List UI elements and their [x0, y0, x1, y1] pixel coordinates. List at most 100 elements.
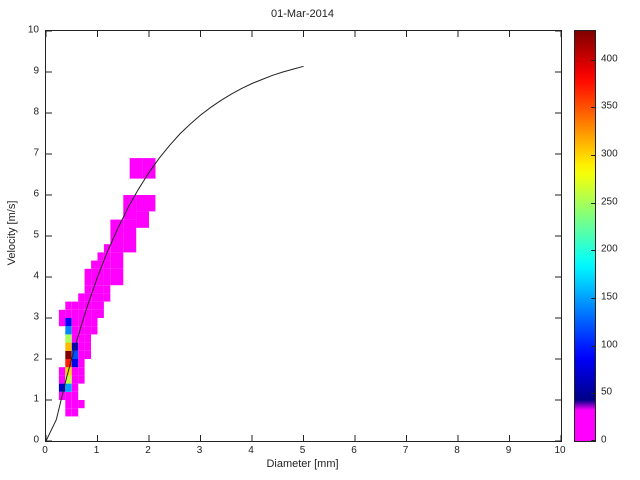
heatmap-cell — [58, 318, 66, 327]
heatmap-cell — [84, 268, 91, 277]
heatmap-cell — [97, 260, 104, 269]
y-tick-label: 5 — [33, 229, 39, 241]
heatmap-cell — [84, 318, 91, 327]
heatmap-cell — [84, 309, 91, 318]
y-tick-label: 1 — [33, 393, 39, 405]
heatmap-cell — [78, 400, 85, 409]
x-tick-label: 7 — [402, 445, 409, 456]
heatmap-cell — [110, 236, 124, 253]
colorbar-tick-label: 350 — [601, 100, 618, 112]
heatmap-cell — [103, 260, 111, 269]
colorbar-tick-label: 400 — [601, 53, 618, 65]
heatmap-cell — [84, 293, 91, 302]
heatmap-cell — [58, 375, 66, 384]
heatmap-cell — [97, 309, 104, 318]
heatmap-cell — [78, 367, 85, 376]
plot-area — [45, 30, 562, 442]
y-tick-label: 7 — [33, 147, 39, 159]
heatmap-cell — [71, 318, 79, 327]
heatmap-cell — [84, 326, 91, 335]
colorbar-tick — [591, 297, 595, 299]
heatmap-cell — [71, 383, 79, 392]
heatmap-cell — [103, 244, 111, 253]
colorbar-tick — [591, 59, 595, 61]
heatmap-cell — [136, 195, 149, 212]
y-tick-label: 3 — [33, 311, 39, 323]
heatmap-cell — [65, 408, 72, 417]
heatmap-cell — [78, 326, 85, 335]
colorbar-tick-label: 150 — [601, 291, 618, 303]
heatmap-cell — [84, 277, 91, 286]
x-tick-label: 1 — [93, 445, 100, 456]
heatmap-cell — [58, 309, 66, 318]
x-tick-label: 3 — [196, 445, 203, 456]
heatmap-cell — [123, 236, 137, 253]
heatmap-cell — [65, 326, 72, 335]
heatmap-cell — [65, 342, 72, 351]
heatmap-cell — [97, 293, 104, 302]
heatmap-cell — [65, 318, 72, 327]
y-tick-label: 6 — [33, 188, 39, 200]
heatmap-cell — [97, 301, 104, 310]
heatmap-cell — [91, 301, 98, 310]
x-tick-label: 4 — [248, 445, 254, 456]
heatmap-cell — [58, 383, 66, 392]
heatmap-cell — [103, 268, 111, 277]
colorbar-tick — [591, 440, 595, 441]
heatmap-cell — [110, 268, 124, 286]
terminal-velocity-curve — [46, 65, 304, 441]
colorbar-gradient — [575, 31, 595, 441]
heatmap-cell — [78, 359, 85, 368]
heatmap-cell — [91, 277, 98, 286]
heatmap-cell — [84, 334, 91, 343]
colorbar-tick — [591, 202, 595, 204]
colorbar — [574, 30, 596, 442]
heatmap-cell — [71, 326, 79, 335]
heatmap-cell — [91, 293, 98, 302]
heatmap-cell — [84, 350, 91, 359]
y-tick-label: 4 — [33, 270, 39, 282]
heatmap-cell — [149, 195, 156, 212]
heatmap-cell — [142, 158, 156, 179]
heatmap-cell — [91, 285, 98, 294]
heatmap-cell — [129, 158, 143, 179]
x-tick-label: 5 — [299, 445, 306, 456]
heatmap-cell — [91, 326, 98, 335]
heatmap-cell — [65, 400, 72, 409]
heatmap-cell — [78, 318, 85, 327]
heatmap-cell — [91, 268, 98, 277]
heatmap-cell — [78, 309, 85, 318]
colorbar-tick-label: 200 — [601, 243, 618, 255]
heatmap-cell — [71, 408, 79, 417]
colorbar-tick-label: 250 — [601, 196, 618, 208]
colorbar-tick-label: 300 — [601, 148, 618, 160]
colorbar-tick-label: 100 — [601, 339, 618, 351]
heatmap-cell — [71, 375, 79, 384]
heatmap-cell — [71, 350, 79, 359]
heatmap-cell — [97, 277, 104, 286]
x-tick-label: 2 — [145, 445, 151, 456]
colorbar-tick — [591, 250, 595, 252]
heatmap-cell — [123, 219, 137, 236]
heatmap-cell — [136, 211, 149, 228]
plot-title: 01-Mar-2014 — [271, 8, 334, 20]
heatmap-cell — [71, 391, 79, 400]
x-tick-label: 9 — [505, 445, 512, 456]
heatmap-cell — [97, 252, 104, 261]
heatmap-cell — [65, 350, 72, 359]
heatmap-cell — [65, 334, 72, 343]
heatmap-cell — [91, 260, 98, 269]
colorbar-tick — [591, 107, 595, 109]
heatmap-cell — [65, 359, 72, 368]
heatmap-cell — [78, 350, 85, 359]
heatmap-cell — [78, 334, 85, 343]
heatmap-cell — [78, 293, 85, 302]
heatmap-cell — [65, 383, 72, 392]
heatmap-cell — [58, 367, 66, 376]
heatmap-cell — [78, 342, 85, 351]
x-tick-label: 10 — [554, 445, 566, 456]
plot-svg — [46, 31, 561, 441]
y-tick-label: 9 — [33, 65, 39, 77]
heatmap-cell — [123, 195, 137, 220]
